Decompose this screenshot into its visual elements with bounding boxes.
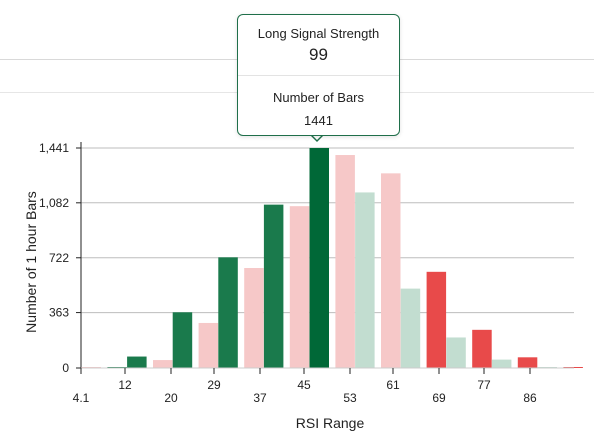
bar-long[interactable]	[491, 359, 512, 368]
x-tick-label: 12	[118, 378, 132, 392]
tooltip-bars-value: 1441	[304, 113, 333, 128]
x-axis-title: RSI Range	[296, 415, 365, 431]
x-tick-label: 20	[164, 391, 178, 405]
tooltip-pointer-fill	[311, 134, 323, 140]
bar-short[interactable]	[198, 322, 219, 368]
y-axis-title: Number of 1 hour Bars	[23, 191, 39, 333]
bar-long[interactable]	[127, 356, 147, 368]
axes	[76, 142, 574, 374]
bar-long[interactable]	[309, 148, 330, 368]
bar-long[interactable]	[218, 257, 238, 368]
bar-short[interactable]	[517, 357, 538, 368]
bar-tooltip: Long Signal Strength 99 Number of Bars 1…	[237, 14, 400, 136]
y-tick-label: 363	[49, 306, 69, 320]
bar-short[interactable]	[289, 206, 310, 368]
tooltip-header: Long Signal Strength 99	[238, 15, 399, 76]
tooltip-signal-value: 99	[309, 45, 328, 64]
y-tick-label: 1,082	[39, 196, 69, 210]
bar-short[interactable]	[472, 329, 492, 368]
tooltip-signal-label: Long Signal Strength	[257, 26, 380, 41]
x-tick-labels: 4.1 12 20 29 37 45 53 61 69 77 86	[73, 378, 537, 405]
x-tick-label: 69	[432, 391, 446, 405]
bar-short[interactable]	[153, 360, 173, 368]
bar-long[interactable]	[400, 288, 421, 368]
y-tick-label: 722	[49, 251, 69, 265]
bars	[81, 148, 583, 368]
bar-short[interactable]	[381, 173, 401, 368]
x-tick-label: 45	[297, 378, 311, 392]
x-tick-label: 4.1	[73, 391, 90, 405]
y-tick-label: 0	[62, 361, 69, 375]
x-tick-label: 29	[207, 378, 221, 392]
y-tick-label: 1,441	[39, 141, 69, 155]
bar-long[interactable]	[172, 312, 193, 368]
x-tick-label: 77	[477, 378, 491, 392]
bar-long[interactable]	[263, 204, 284, 368]
x-tick-label: 53	[343, 391, 357, 405]
bar-short[interactable]	[244, 268, 264, 368]
bar-short[interactable]	[426, 271, 447, 368]
bar-long[interactable]	[446, 337, 466, 368]
bar-long[interactable]	[355, 192, 375, 368]
y-tick-labels: 0 363 722 1,082 1,441	[39, 141, 69, 375]
tooltip-body: Number of Bars 1441	[238, 76, 399, 129]
x-tick-label: 61	[386, 378, 400, 392]
x-tick-label: 86	[523, 391, 537, 405]
x-tick-label: 37	[253, 391, 267, 405]
tooltip-bars-label: Number of Bars	[272, 90, 365, 105]
bar-short[interactable]	[335, 155, 355, 368]
